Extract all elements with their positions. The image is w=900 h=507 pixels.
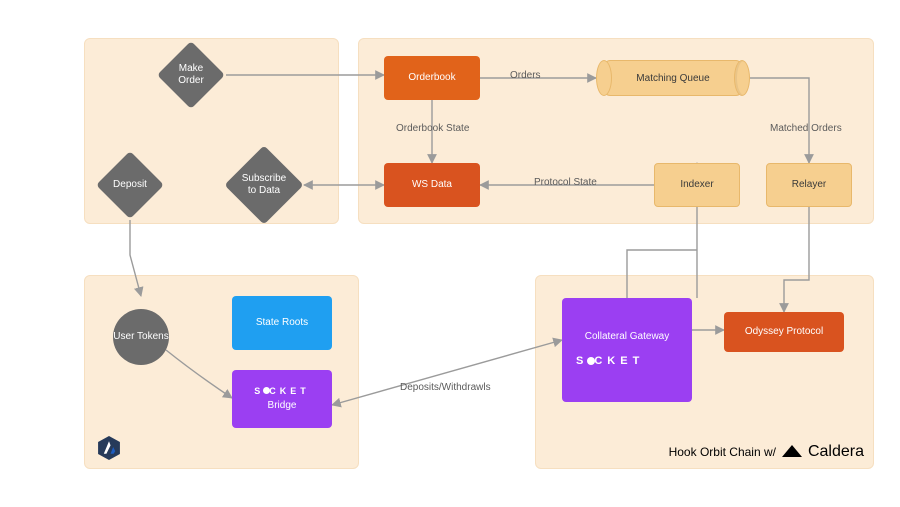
footer-caldera: Hook Orbit Chain w/ Caldera (605, 443, 864, 461)
edge-label-8: Deposits/Withdrawls (400, 382, 491, 393)
node-state_roots: State Roots (232, 296, 332, 350)
node-make_order: MakeOrder (167, 51, 215, 99)
node-collateral: Collateral GatewaySCKET (562, 298, 692, 402)
node-relayer: Relayer (766, 163, 852, 207)
node-bridge: SCKETBridge (232, 370, 332, 428)
caldera-icon (782, 445, 802, 457)
socket-wordmark: SCKET (254, 386, 310, 397)
node-ws_data: WS Data (384, 163, 480, 207)
arbitrum-icon (96, 435, 122, 461)
edge-label-2: Orderbook State (396, 123, 469, 134)
edge-label-3: Matched Orders (770, 123, 842, 134)
node-deposit: Deposit (106, 161, 154, 209)
edge-label-1: Orders (510, 70, 541, 81)
node-subscribe: Subscribeto Data (236, 157, 292, 213)
node-odyssey: Odyssey Protocol (724, 312, 844, 352)
diagram-stage: MakeOrder Deposit Subscribeto Data Orderboo… (0, 0, 900, 507)
node-indexer: Indexer (654, 163, 740, 207)
node-orderbook: Orderbook (384, 56, 480, 100)
node-matching_q: Matching Queue (604, 60, 742, 96)
node-user_tokens: User Tokens (113, 309, 169, 365)
edge-8 (332, 340, 562, 405)
socket-wordmark: SCKET (576, 355, 644, 368)
edge-label-5: Protocol State (534, 177, 597, 188)
